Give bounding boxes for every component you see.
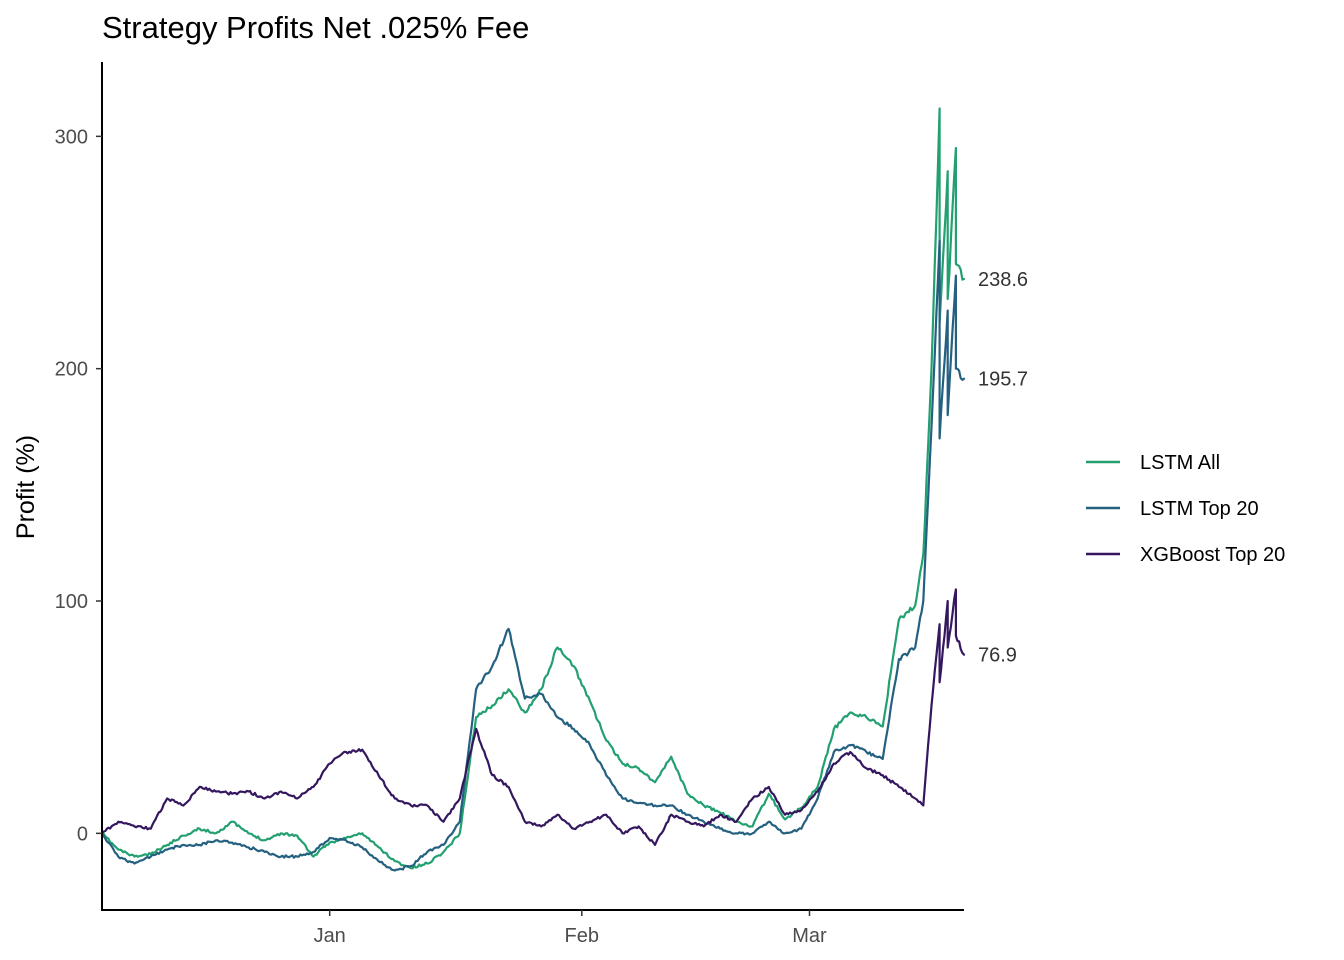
plot-area	[100, 62, 966, 911]
y-tick-label: 300	[55, 126, 88, 148]
legend: LSTM All LSTM Top 20 XGBoost Top 20	[1086, 452, 1285, 566]
end-label-lstm-all: 238.6	[978, 269, 1028, 291]
end-labels: 238.6 195.7 76.9	[978, 269, 1028, 667]
y-tick-label: 200	[55, 359, 88, 381]
series-line-lstm-all	[100, 107, 966, 870]
legend-label-xgboost-top-20: XGBoost Top 20	[1140, 544, 1285, 566]
x-tick-label: Mar	[792, 925, 827, 947]
y-tick-label: 100	[55, 591, 88, 613]
y-tick-label: 0	[77, 823, 88, 845]
y-axis-ticks: 0 100 200 300	[55, 126, 102, 845]
legend-label-lstm-top-20: LSTM Top 20	[1140, 498, 1259, 520]
legend-label-lstm-all: LSTM All	[1140, 452, 1220, 474]
end-label-lstm-top-20: 195.7	[978, 369, 1028, 391]
y-axis-label: Profit (%)	[12, 435, 40, 539]
chart-title: Strategy Profits Net .025% Fee	[102, 10, 529, 45]
series-layer	[100, 107, 966, 872]
x-tick-label: Jan	[314, 925, 346, 947]
x-tick-label: Feb	[565, 925, 599, 947]
x-axis-ticks: Jan Feb Mar	[314, 910, 827, 947]
end-label-xgboost-top-20: 76.9	[978, 645, 1017, 667]
series-line-lstm-top-20	[100, 239, 966, 872]
series-line-xgboost-top-20	[100, 588, 966, 846]
